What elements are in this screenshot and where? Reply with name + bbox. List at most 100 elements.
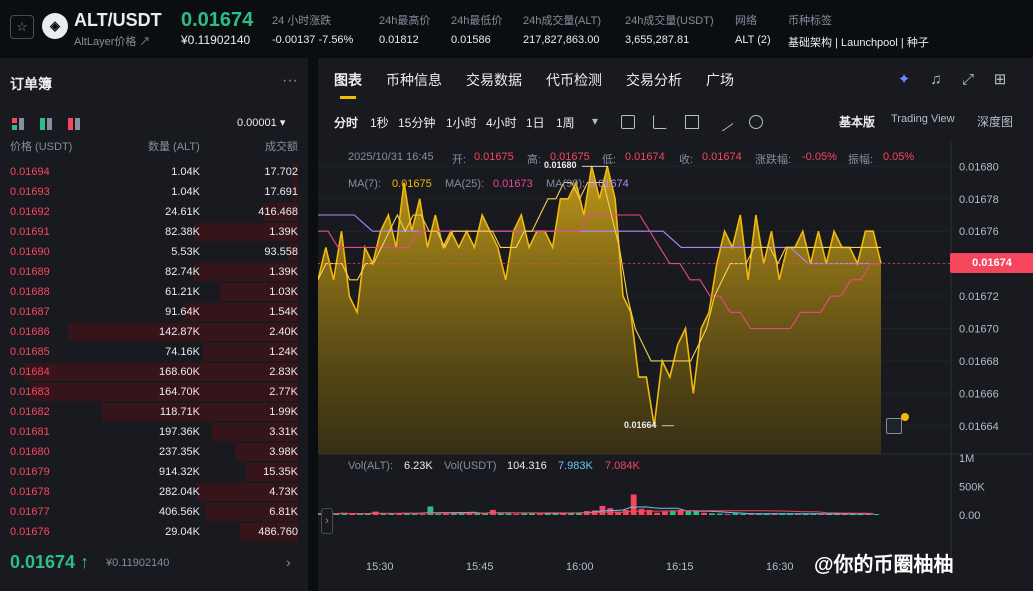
volume-bar xyxy=(615,511,621,515)
depth-bar xyxy=(292,183,298,201)
ma25-line xyxy=(318,214,881,330)
volume-bar xyxy=(810,513,817,515)
ask-row[interactable]: 0.01678 282.04K 4.73K xyxy=(0,482,308,502)
both-sides-view-icon[interactable] xyxy=(12,118,24,130)
interval-15m[interactable]: 15分钟 xyxy=(398,116,436,130)
price-chart[interactable]: 0.01680 0.01678 0.01676 0.01674 0.01672 0.016… xyxy=(318,142,1033,591)
x-tick-label: 16:00 xyxy=(566,561,594,573)
ask-total: 2.77K xyxy=(269,386,298,398)
volume-bar xyxy=(622,509,629,515)
volume-bar xyxy=(552,512,559,515)
ask-amount: 24.61K xyxy=(165,206,200,218)
panel-toggle-chevron-icon[interactable]: › xyxy=(321,508,333,534)
bell-icon[interactable]: ♫ xyxy=(930,71,942,88)
ask-row[interactable]: 0.01683 164.70K 2.77K xyxy=(0,382,308,402)
ask-row[interactable]: 0.01682 118.71K 1.99K xyxy=(0,402,308,422)
x-tick-label: 15:45 xyxy=(466,561,494,573)
tab-square[interactable]: 广场 xyxy=(706,72,734,88)
vol-ma1-value: 7.983K xyxy=(558,460,593,472)
ask-total: 1.39K xyxy=(269,266,298,278)
volume-bar xyxy=(544,512,551,515)
asks-view-icon[interactable] xyxy=(68,118,80,130)
ask-row[interactable]: 0.01677 406.56K 6.81K xyxy=(0,502,308,522)
ai-sparkle-icon[interactable]: ✦ xyxy=(897,71,911,88)
x-tick-label: 16:15 xyxy=(666,561,694,573)
stat-label: 24 小时涨跌 xyxy=(272,15,332,27)
orderbook-title: 订单簿 xyxy=(10,76,52,92)
favorite-star-icon[interactable]: ☆ xyxy=(10,15,34,39)
ask-amount: 197.36K xyxy=(159,426,200,438)
symbol-subtitle-link[interactable]: AltLayer价格 ↗ xyxy=(74,36,151,48)
interval-more-icon[interactable]: ▾ xyxy=(592,114,599,128)
ask-row[interactable]: 0.01680 237.35K 3.98K xyxy=(0,442,308,462)
stat-label: 24h成交量(USDT) xyxy=(625,15,714,27)
settings-icon[interactable] xyxy=(749,115,763,129)
ask-row[interactable]: 0.01687 91.64K 1.54K xyxy=(0,302,308,322)
ohlc-amp-label: 振幅: xyxy=(848,154,874,166)
ask-row[interactable]: 0.01685 74.16K 1.24K xyxy=(0,342,308,362)
interval-timeline[interactable]: 分时 xyxy=(334,116,359,130)
interval-1d[interactable]: 1日 xyxy=(526,116,545,130)
ask-total: 1.24K xyxy=(269,346,298,358)
ask-row[interactable]: 0.01691 82.38K 1.39K xyxy=(0,222,308,242)
interval-1h[interactable]: 1小时 xyxy=(446,116,477,130)
view-depth[interactable]: 深度图 xyxy=(977,115,1014,129)
expand-icon[interactable]: ⤢ xyxy=(961,71,974,88)
tab-trading-data[interactable]: 交易数据 xyxy=(466,72,522,88)
price-area xyxy=(318,166,881,455)
view-basic[interactable]: 基本版 xyxy=(839,115,876,129)
ohlc-close: 0.01674 xyxy=(702,151,742,163)
ask-amount: 29.04K xyxy=(165,526,200,538)
volume-bar xyxy=(693,510,700,515)
stat-value-network[interactable]: ALT (2) xyxy=(735,34,771,46)
stat-value-tags[interactable]: 基础架构 | Launchpool | 种子 xyxy=(788,37,929,49)
layout-grid-icon[interactable]: ⊞ xyxy=(993,71,1007,88)
event-marker-icon[interactable] xyxy=(886,418,902,434)
ask-row[interactable]: 0.01679 914.32K 15.35K xyxy=(0,462,308,482)
interval-4h[interactable]: 4小时 xyxy=(486,116,517,130)
symbol-title[interactable]: ALT/USDT xyxy=(74,10,162,30)
ask-row[interactable]: 0.01693 1.04K 17.691 xyxy=(0,182,308,202)
volume-bar xyxy=(482,513,489,515)
candle-type-icon[interactable] xyxy=(685,115,699,129)
y-tick-label: 0.01664 xyxy=(959,421,999,433)
interval-1w[interactable]: 1周 xyxy=(556,116,575,130)
bids-view-icon[interactable] xyxy=(40,118,52,130)
more-icon[interactable]: ··· xyxy=(282,72,298,89)
draw-tool-icon[interactable] xyxy=(714,112,734,132)
calendar-icon[interactable] xyxy=(621,115,635,129)
y-tick-label: 0.01676 xyxy=(959,226,999,238)
chevron-right-icon[interactable]: › xyxy=(286,554,291,570)
volume-bar xyxy=(427,506,434,515)
ask-row[interactable]: 0.01684 168.60K 2.83K xyxy=(0,362,308,382)
tab-coin-info[interactable]: 币种信息 xyxy=(386,72,442,88)
volume-bar xyxy=(536,513,543,515)
ask-price: 0.01683 xyxy=(10,386,50,398)
ask-row[interactable]: 0.01694 1.04K 17.702 xyxy=(0,162,308,182)
ask-row[interactable]: 0.01689 82.74K 1.39K xyxy=(0,262,308,282)
ohlc-date: 2025/10/31 16:45 xyxy=(348,151,434,163)
depth-bar xyxy=(102,403,298,421)
vol-usdt-value: 104.316 xyxy=(507,460,547,472)
y-tick-label: 0.01680 xyxy=(959,161,999,173)
tab-token-check[interactable]: 代币检测 xyxy=(546,72,602,88)
view-tradingview[interactable]: Trading View xyxy=(891,113,955,125)
tab-chart[interactable]: 图表 xyxy=(334,72,362,88)
indicator-icon[interactable] xyxy=(653,115,667,129)
ask-row[interactable]: 0.01692 24.61K 416.468 xyxy=(0,202,308,222)
volume-bar xyxy=(841,513,848,515)
ask-row[interactable]: 0.01676 29.04K 486.760 xyxy=(0,522,308,542)
volume-bar xyxy=(708,513,715,515)
tick-size-value: 0.00001 xyxy=(237,117,277,129)
ask-total: 17.691 xyxy=(264,186,298,198)
ask-total: 486.760 xyxy=(258,526,298,538)
ask-total: 3.98K xyxy=(269,446,298,458)
ask-row[interactable]: 0.01681 197.36K 3.31K xyxy=(0,422,308,442)
ask-row[interactable]: 0.01686 142.87K 2.40K xyxy=(0,322,308,342)
interval-1s[interactable]: 1秒 xyxy=(370,116,389,130)
tick-size-select[interactable]: 0.00001 ▾ xyxy=(237,116,285,129)
ask-row[interactable]: 0.01688 61.21K 1.03K xyxy=(0,282,308,302)
tab-trade-analysis[interactable]: 交易分析 xyxy=(626,72,682,88)
ask-row[interactable]: 0.01690 5.53K 93.558 xyxy=(0,242,308,262)
stat-value-vol-usdt: 3,655,287.81 xyxy=(625,34,690,46)
